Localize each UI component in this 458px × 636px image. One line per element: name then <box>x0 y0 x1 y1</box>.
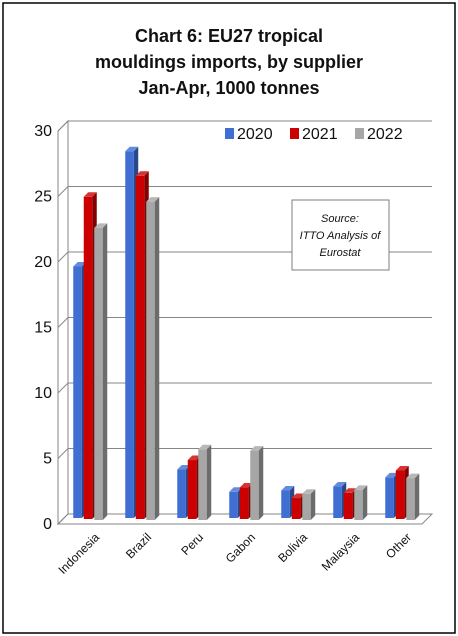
chart-title-line-2: mouldings imports, by supplier <box>95 52 363 72</box>
bar-top <box>94 223 108 228</box>
gridline-depth <box>57 186 69 197</box>
legend-swatch-2022 <box>355 128 364 139</box>
chart-title-line-3: Jan-Apr, 1000 tonnes <box>138 78 319 98</box>
bar-front <box>198 449 207 520</box>
bar-side <box>414 473 420 520</box>
bar-top <box>125 146 139 152</box>
bar <box>250 446 264 520</box>
bar-front <box>229 491 238 518</box>
bar <box>406 473 420 520</box>
bar-side <box>206 444 212 520</box>
bars <box>73 146 420 521</box>
bar-top <box>385 472 399 478</box>
source-note-line-2: ITTO Analysis of <box>300 230 382 242</box>
bar <box>198 444 212 520</box>
y-tick-label: 15 <box>34 320 52 337</box>
bar-top <box>229 487 243 492</box>
bar-side <box>310 489 316 520</box>
bar-front <box>94 227 103 520</box>
bar-front <box>385 477 394 518</box>
legend-label-2022: 2022 <box>367 126 403 143</box>
bar-top <box>291 493 305 499</box>
y-tick-label: 30 <box>34 123 52 140</box>
bar-front <box>125 151 134 518</box>
bar-top <box>177 465 191 470</box>
y-tick-label: 25 <box>34 189 52 206</box>
bar-front <box>146 201 155 521</box>
bar-top <box>198 444 212 450</box>
bar-front <box>281 490 290 518</box>
bar-top <box>343 488 357 493</box>
y-tick-label: 0 <box>43 516 52 533</box>
bar-front <box>291 498 301 519</box>
bar-front <box>343 492 353 519</box>
bar-top <box>354 485 368 490</box>
source-note-box <box>291 199 390 271</box>
bar-top <box>73 261 87 267</box>
bar-front <box>250 450 259 520</box>
gridline-depth <box>57 120 69 132</box>
bar-front <box>83 196 93 520</box>
bar-front <box>135 175 145 519</box>
source-note-line-3: Eurostat <box>320 247 362 259</box>
bar-side <box>154 197 160 521</box>
bar-front <box>406 478 415 520</box>
bar-front <box>354 489 363 520</box>
legend-label-2020: 2020 <box>237 126 273 143</box>
bar-top <box>406 473 420 479</box>
bar-top <box>302 489 316 494</box>
bar-top <box>187 455 201 461</box>
legend: 2020 2021 2022 <box>225 126 403 143</box>
gridline-depth <box>57 382 69 394</box>
legend-label-2021: 2021 <box>302 126 338 143</box>
bar-side <box>362 485 368 520</box>
bar <box>354 485 368 520</box>
legend-swatch-2021 <box>290 128 299 139</box>
chart-title-line-1: Chart 6: EU27 tropical <box>135 26 323 46</box>
bar <box>302 489 316 520</box>
y-tick-label: 20 <box>34 254 52 271</box>
y-tick-label: 10 <box>34 385 52 402</box>
bar-top <box>281 485 295 491</box>
bar-top <box>333 482 347 487</box>
bar-top <box>250 446 264 451</box>
bar-side <box>102 223 108 520</box>
bar-top <box>239 483 253 488</box>
source-note-line-1: Source: <box>321 213 359 225</box>
bar-front <box>177 469 186 518</box>
bar-top <box>83 192 97 197</box>
bar-front <box>302 493 311 520</box>
bar-front <box>333 486 342 518</box>
bar-front <box>239 487 249 519</box>
bar-top <box>146 197 160 202</box>
bar <box>94 223 108 520</box>
bar-side <box>258 446 264 520</box>
y-axis-ticks: 0 5 10 15 20 25 30 <box>34 123 52 533</box>
gridline-depth <box>57 448 69 459</box>
gridline-depth <box>57 317 69 328</box>
y-tick-label: 5 <box>43 451 52 468</box>
bar-top <box>395 466 409 471</box>
legend-swatch-2020 <box>225 128 234 139</box>
bar-front <box>73 266 82 518</box>
bar-front <box>187 460 197 519</box>
bar <box>146 197 160 521</box>
gridline-depth <box>57 251 69 263</box>
gridline-depth <box>57 513 69 525</box>
bar-front <box>395 470 405 519</box>
bar-top <box>135 171 149 176</box>
chart-title: Chart 6: EU27 tropical mouldings imports… <box>95 26 363 98</box>
source-note: Source: ITTO Analysis of Eurostat <box>291 199 390 271</box>
